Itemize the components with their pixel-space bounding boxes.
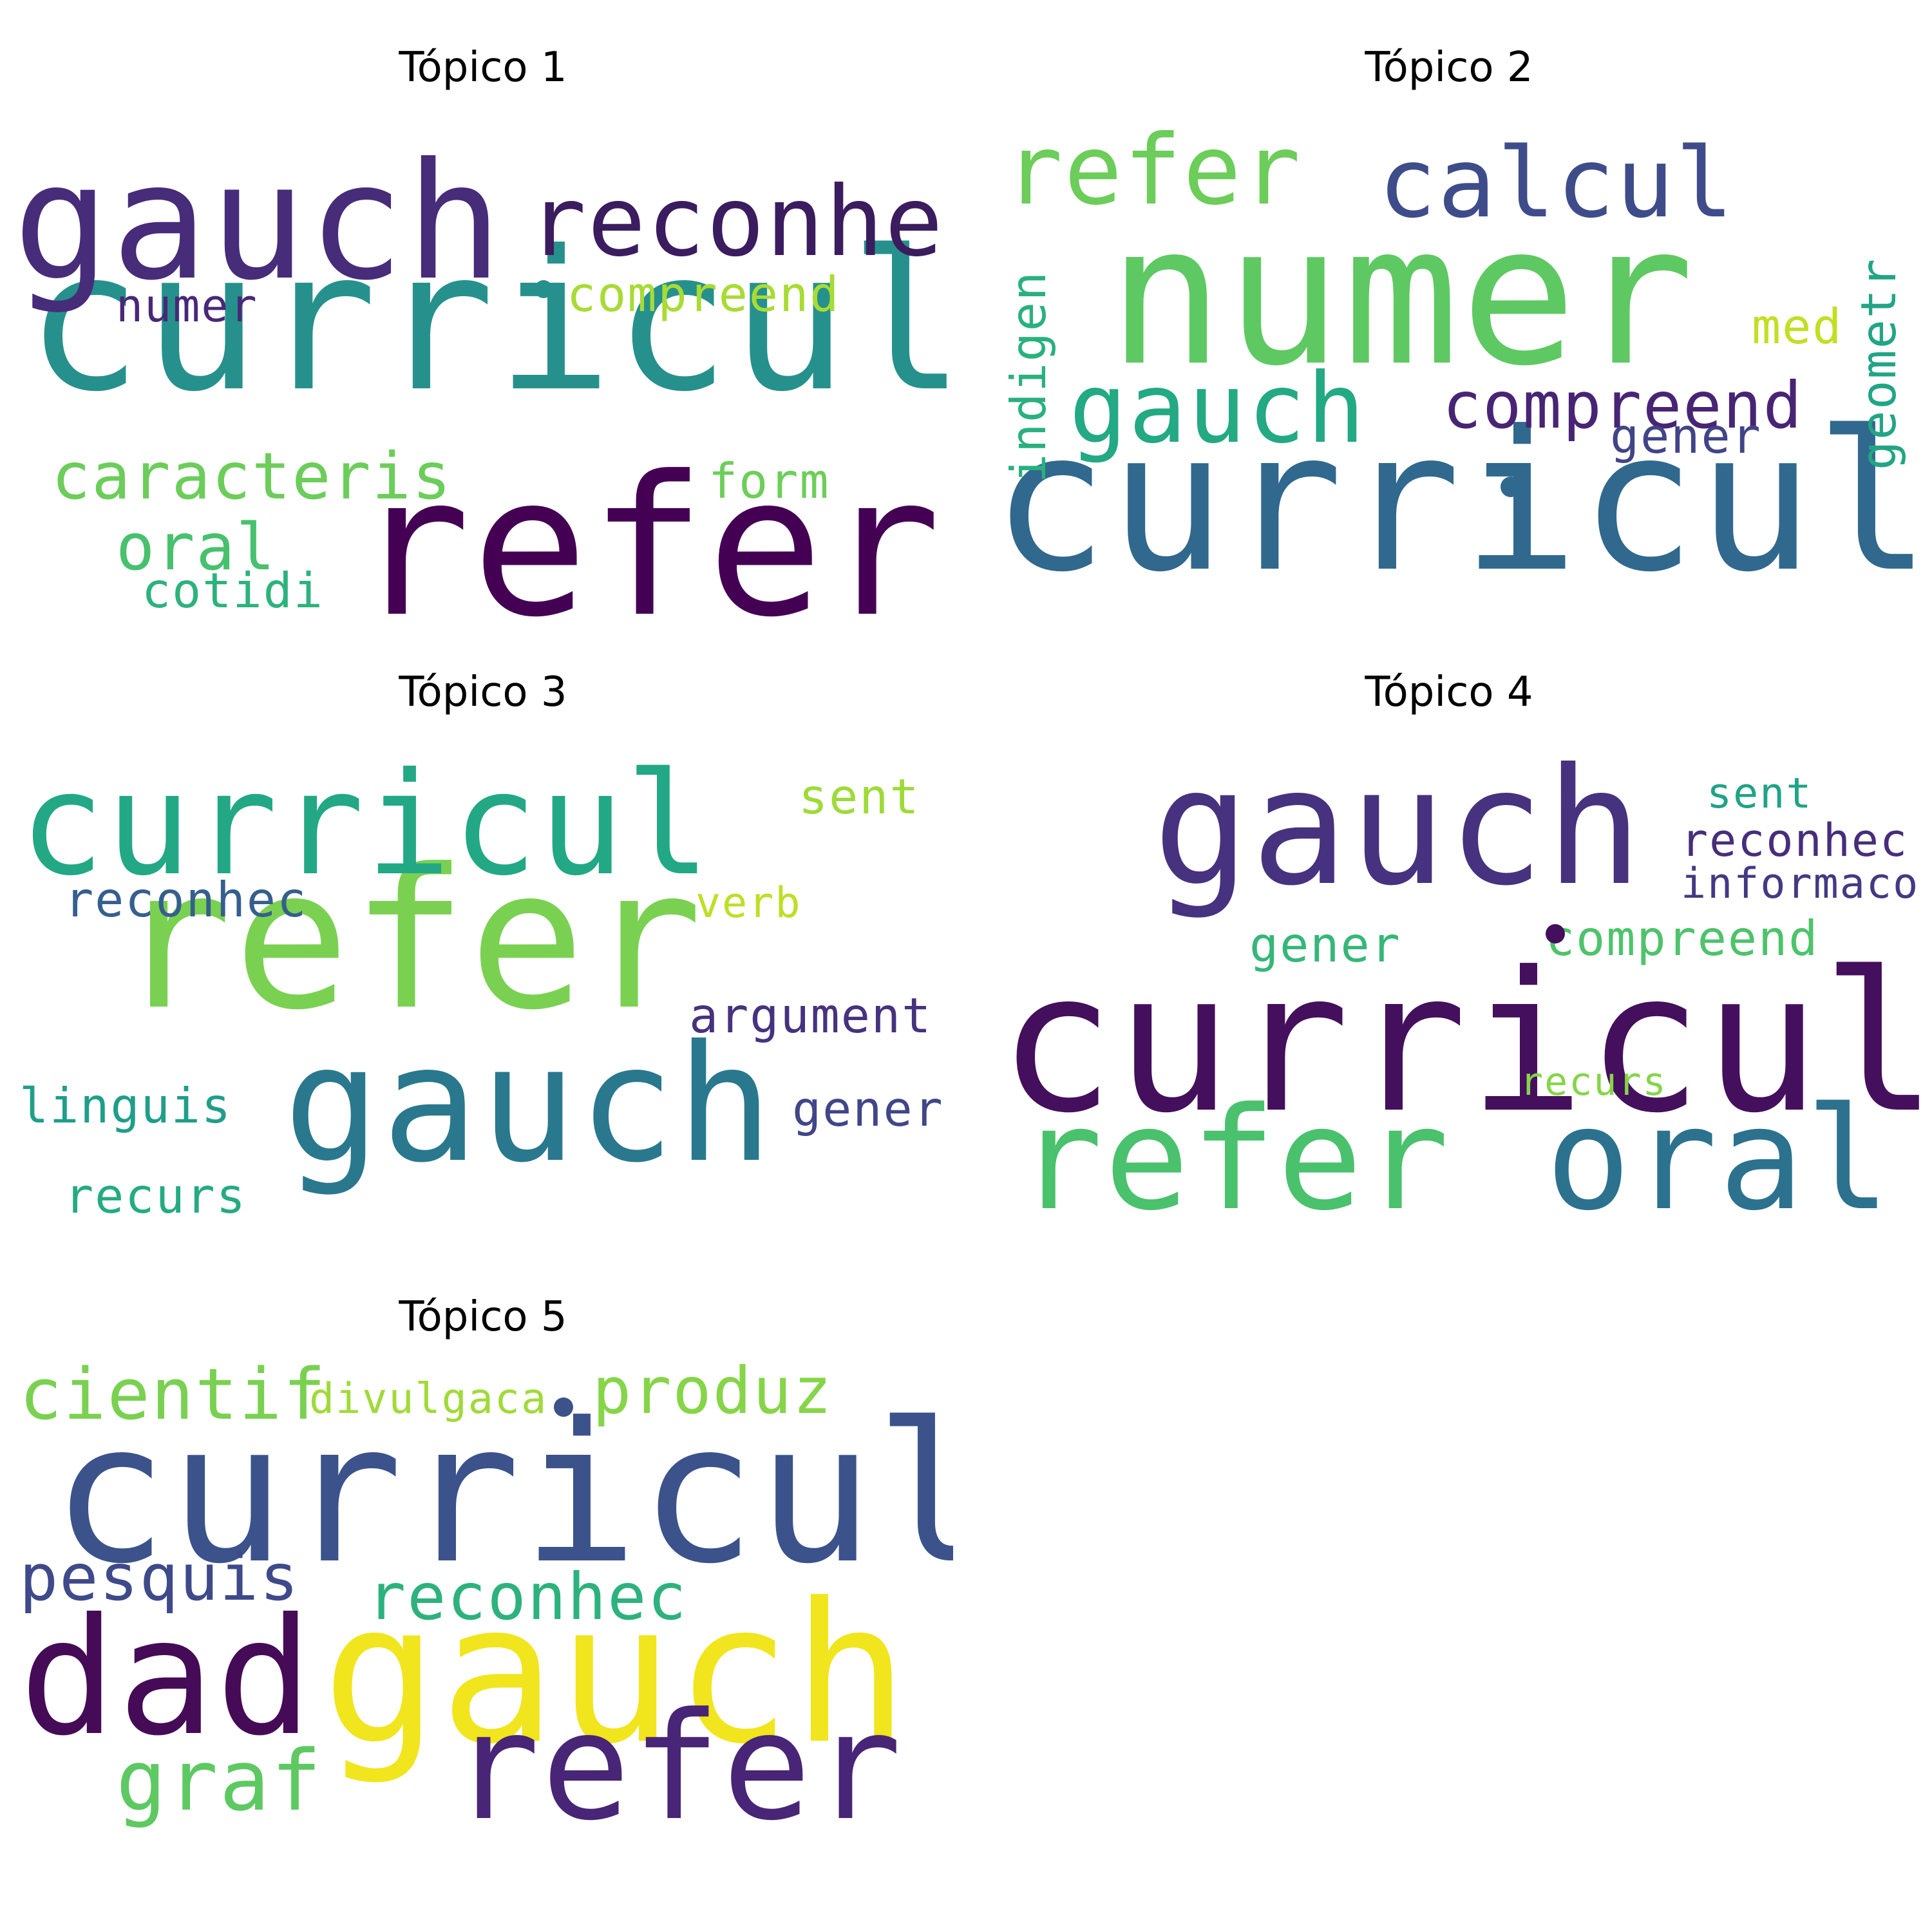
- word-cloud-word: numer: [1108, 184, 1696, 408]
- word-cloud-word: gauch: [13, 128, 504, 316]
- topic-title: Tópico 1: [399, 44, 567, 91]
- word-cloud-word: graf: [116, 1732, 323, 1830]
- word-cloud-word: refer: [354, 435, 943, 619]
- word-cloud-word: oral: [116, 509, 276, 585]
- word-cloud-word: form: [708, 453, 830, 509]
- word-cloud: curricul refer gauch reconhec caracteris…: [13, 109, 953, 619]
- word-cloud-word: produz: [592, 1359, 833, 1428]
- word-cloud-word: calcul: [1378, 128, 1735, 240]
- topic-panel-3: Tópico 3 refer curricul gauch reconhec a…: [13, 663, 953, 1243]
- decorative-dot: [554, 1397, 573, 1417]
- word-cloud-word: reconhec: [1681, 814, 1909, 867]
- word-cloud-word: numer: [116, 279, 258, 332]
- topic-panel-5: Tópico 5 curricul gauch refer dad cienti…: [13, 1288, 953, 1868]
- topic-panel-2: Tópico 2 numer curricul refer calcul gau…: [979, 39, 1919, 618]
- word-cloud-word: refer: [451, 1681, 904, 1853]
- word-cloud-word: gener: [792, 1081, 944, 1137]
- word-cloud-word: informaco: [1681, 860, 1919, 908]
- decorative-dot: [1546, 924, 1565, 943]
- topic-panel-1: Tópico 1 curricul refer gauch reconhec c…: [13, 39, 953, 618]
- word-cloud-word: linguis: [19, 1077, 232, 1134]
- word-cloud: numer curricul refer calcul gauch compre…: [979, 109, 1919, 618]
- topic-title: Tópico 4: [1365, 668, 1533, 716]
- word-cloud-word: gauch: [283, 1010, 775, 1198]
- topic-title: Tópico 5: [399, 1293, 567, 1341]
- word-cloud-word: cotidi: [142, 562, 324, 618]
- word-cloud-word: caracteris: [52, 439, 453, 514]
- word-cloud-word: refer: [116, 828, 705, 1052]
- word-cloud-word: refer: [1018, 1077, 1451, 1242]
- word-cloud-word: verb: [696, 879, 802, 927]
- word-cloud-word: med: [1752, 298, 1843, 355]
- word-cloud-word: sent: [799, 768, 920, 825]
- word-cloud-word: divulgaca: [309, 1375, 548, 1423]
- word-cloud-word: indigen: [1000, 270, 1057, 483]
- word-cloud-word: compreend: [1443, 368, 1803, 443]
- word-cloud-word: geometr: [1850, 257, 1907, 470]
- word-cloud-word: dad: [19, 1584, 314, 1771]
- word-cloud-word: argument: [689, 987, 933, 1044]
- word-cloud: refer curricul gauch reconhec argument s…: [13, 734, 953, 1243]
- word-cloud-word: gauch: [1069, 353, 1367, 465]
- word-cloud-word: recurs: [64, 1168, 247, 1224]
- word-cloud: curricul gauch refer dad cientif divulga…: [13, 1359, 953, 1868]
- word-cloud-word: curricul: [19, 742, 712, 907]
- word-cloud-word: sent: [1707, 770, 1813, 818]
- word-cloud-word: curricul: [998, 931, 1919, 1155]
- word-cloud-word: curricul: [26, 209, 953, 434]
- word-cloud-word: recurs: [1520, 1059, 1667, 1104]
- word-cloud-word: gauch: [322, 1562, 911, 1786]
- word-cloud-word: curricul: [992, 390, 1919, 614]
- topic-title: Tópico 3: [399, 668, 567, 716]
- word-cloud-word: reconhec: [367, 1559, 688, 1634]
- decorative-dot: [1501, 477, 1521, 497]
- word-cloud-word: gauch: [1153, 734, 1644, 921]
- word-cloud-word: pesquis: [19, 1540, 300, 1615]
- word-cloud-word: gener: [1610, 408, 1762, 464]
- word-cloud-word: compreend: [1546, 910, 1819, 967]
- decorative-dot: [535, 280, 553, 298]
- word-cloud: curricul gauch refer oral reconhec infor…: [979, 734, 1919, 1243]
- word-cloud-word: reconhec: [64, 871, 308, 928]
- word-cloud-word: compreend: [567, 266, 840, 323]
- word-cloud-word: cientif: [19, 1359, 327, 1435]
- word-cloud-word: reconhec: [528, 166, 953, 278]
- word-cloud-word: gener: [1249, 916, 1401, 973]
- word-cloud-word: oral: [1546, 1077, 1892, 1242]
- topic-panel-4: Tópico 4 curricul gauch refer oral recon…: [979, 663, 1919, 1243]
- word-cloud-word: curricul: [52, 1381, 953, 1606]
- word-cloud-word: refer: [1005, 115, 1302, 227]
- topic-title: Tópico 2: [1365, 44, 1533, 91]
